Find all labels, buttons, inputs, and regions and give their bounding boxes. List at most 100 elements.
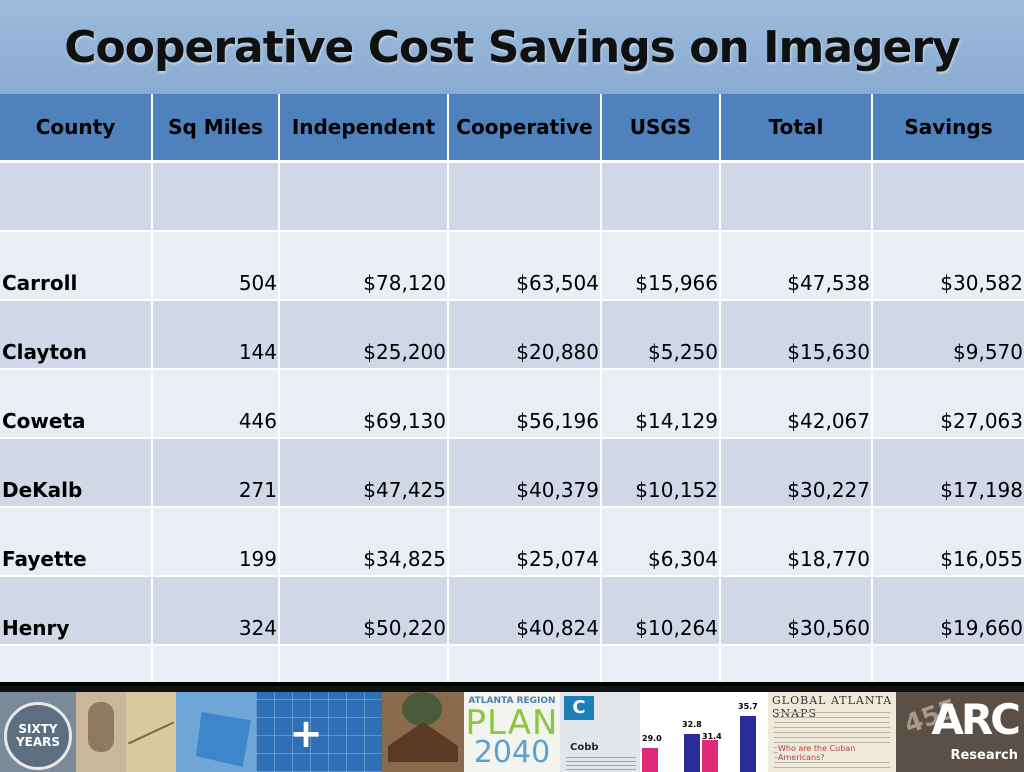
old-map-tile	[126, 692, 176, 772]
total-cell: $42,067	[720, 369, 873, 439]
header-independent: Independent	[279, 94, 449, 163]
site-label: Cobb	[570, 742, 599, 753]
table-row: Carroll 504 $78,120 $63,504 $15,966 $47,…	[0, 231, 1024, 301]
county-cell: Fayette	[0, 507, 153, 577]
chart-bar	[684, 734, 700, 772]
plus-icon: +	[289, 711, 323, 757]
savings-cell: $27,063	[872, 369, 1024, 439]
usgs-cell	[601, 161, 721, 232]
county-cell: Coweta	[0, 369, 153, 439]
website-screenshot-tile: C Cobb	[560, 692, 640, 772]
independent-cell: $34,825	[279, 507, 449, 577]
independent-cell: $78,120	[279, 231, 449, 301]
person-figure	[88, 702, 114, 752]
cooperative-cell: $56,196	[448, 369, 602, 439]
savings-cell: $17,198	[872, 438, 1024, 508]
cooperative-cell: $63,504	[448, 231, 602, 301]
usgs-cell: $14,129	[601, 369, 721, 439]
independent-cell: $47,425	[279, 438, 449, 508]
plan-word: PLAN	[465, 703, 559, 743]
table-row: DeKalb 271 $47,425 $40,379 $10,152 $30,2…	[0, 438, 1024, 508]
cooperative-cell	[448, 161, 602, 232]
independent-cell: $69,130	[279, 369, 449, 439]
plan-2040-logo: ATLANTA REGION PLAN 2040	[464, 692, 560, 772]
header-total: Total	[720, 94, 873, 163]
county-map-tile	[176, 692, 256, 772]
grid-overlay	[256, 692, 382, 772]
table-row: Fayette 199 $34,825 $25,074 $6,304 $18,7…	[0, 507, 1024, 577]
table-row: Henry 324 $50,220 $40,824 $10,264 $30,56…	[0, 576, 1024, 646]
table-row: Coweta 446 $69,130 $56,196 $14,129 $42,0…	[0, 369, 1024, 439]
county-cell	[0, 161, 153, 232]
savings-table: County Sq Miles Independent Cooperative …	[0, 94, 1024, 715]
map-region-shape	[196, 712, 251, 767]
sq-miles-cell: 144	[152, 300, 280, 370]
cooperative-cell: $25,074	[448, 507, 602, 577]
independent-cell	[279, 161, 449, 232]
county-cell: Henry	[0, 576, 153, 646]
savings-cell	[872, 161, 1024, 232]
sq-miles-cell	[152, 161, 280, 232]
cooperative-cell: $40,824	[448, 576, 602, 646]
header-savings: Savings	[872, 94, 1024, 163]
sixty-years-tile: SIXTY YEARS	[0, 692, 76, 772]
portrait-photo	[76, 692, 126, 772]
global-atlanta-snaps-tile: GLOBAL ATLANTA SNAPS Who are the Cuban A…	[768, 692, 896, 772]
chart-bar-label: 29.0	[642, 734, 662, 743]
independent-cell: $50,220	[279, 576, 449, 646]
chart-bar-label: 35.7	[738, 702, 758, 711]
total-cell: $30,227	[720, 438, 873, 508]
county-cell: Clayton	[0, 300, 153, 370]
cooperative-cell: $20,880	[448, 300, 602, 370]
independent-cell: $25,200	[279, 300, 449, 370]
house-roof-shape	[388, 722, 458, 762]
chart-bar	[702, 740, 718, 772]
header-cooperative: Cooperative	[448, 94, 602, 163]
table-row	[0, 161, 1024, 232]
usgs-cell: $6,304	[601, 507, 721, 577]
usgs-cell: $10,152	[601, 438, 721, 508]
usgs-cell: $10,264	[601, 576, 721, 646]
usgs-cell: $5,250	[601, 300, 721, 370]
site-logo-icon: C	[564, 696, 594, 720]
sq-miles-cell: 271	[152, 438, 280, 508]
arc-logo: ARC	[931, 695, 1021, 744]
sixty-years-badge: SIXTY YEARS	[4, 702, 72, 770]
savings-cell: $16,055	[872, 507, 1024, 577]
chart-bar-label: 31.4	[702, 732, 722, 741]
county-cell: DeKalb	[0, 438, 153, 508]
total-cell: $30,560	[720, 576, 873, 646]
tree-shape	[402, 692, 442, 726]
savings-cell: $30,582	[872, 231, 1024, 301]
usgs-cell: $15,966	[601, 231, 721, 301]
savings-cell: $19,660	[872, 576, 1024, 646]
chart-bar-label: 32.8	[682, 720, 702, 729]
map-road	[127, 721, 175, 745]
savings-cell: $9,570	[872, 300, 1024, 370]
cooperative-cell: $40,379	[448, 438, 602, 508]
header-sq-miles: Sq Miles	[152, 94, 280, 163]
plan-region-label: ATLANTA REGION	[468, 696, 556, 706]
total-cell: $15,630	[720, 300, 873, 370]
total-cell: $47,538	[720, 231, 873, 301]
plan-year: 2040	[473, 735, 551, 770]
bar-chart-thumbnail: 29.0 32.8 31.4 35.7	[640, 692, 768, 772]
county-cell: Carroll	[0, 231, 153, 301]
chart-bar	[740, 716, 756, 772]
sq-miles-cell: 199	[152, 507, 280, 577]
arc-research-label: Research	[950, 748, 1018, 763]
table-header-row: County Sq Miles Independent Cooperative …	[0, 94, 1024, 163]
arc-research-tile: 455 ARC Research	[896, 692, 1024, 772]
slide-title: Cooperative Cost Savings on Imagery	[64, 21, 960, 73]
sq-miles-cell: 504	[152, 231, 280, 301]
chart-bar	[642, 748, 658, 772]
house-photo-tile	[382, 692, 464, 772]
sq-miles-cell: 324	[152, 576, 280, 646]
aerial-grid-tile: +	[256, 692, 382, 772]
footer-image-strip: SIXTY YEARS + ATLANTA REGION PLAN 2040 C…	[0, 682, 1024, 772]
sq-miles-cell: 446	[152, 369, 280, 439]
site-text-lines	[566, 756, 636, 770]
title-band: Cooperative Cost Savings on Imagery	[0, 0, 1024, 94]
snaps-question: Who are the Cuban Americans?	[778, 744, 896, 762]
header-county: County	[0, 94, 153, 163]
